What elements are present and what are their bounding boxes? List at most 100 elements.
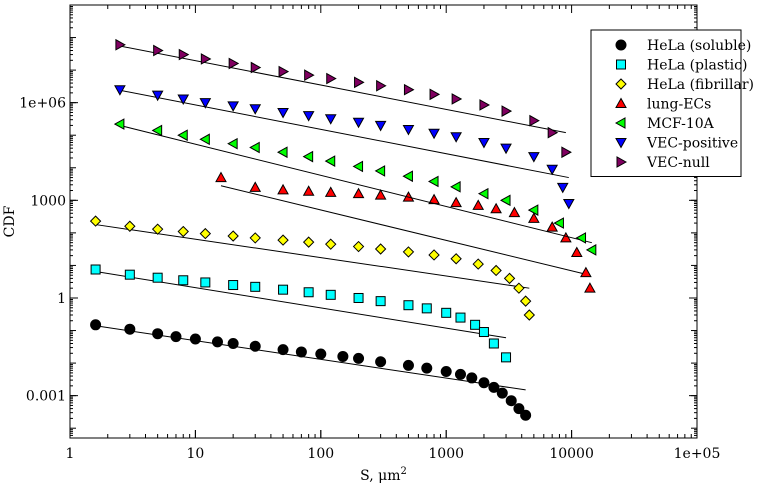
- data-point: [508, 206, 521, 218]
- data-point: [580, 266, 592, 278]
- data-point: [302, 236, 315, 248]
- data-point: [490, 264, 502, 277]
- series-hela-soluble: [90, 319, 532, 421]
- data-point: [228, 280, 239, 291]
- data-point: [277, 146, 288, 159]
- data-point: [376, 79, 387, 92]
- data-point: [450, 180, 461, 193]
- data-point: [153, 44, 164, 57]
- legend-entry: HeLa (plastic): [616, 58, 747, 74]
- legend-entry: MCF-10A: [614, 116, 715, 132]
- plot-frame: [69, 4, 698, 439]
- data-point: [249, 141, 260, 154]
- data-point: [421, 362, 433, 374]
- x-axis-label-exponent: 2: [401, 466, 407, 477]
- legend-label: HeLa (soluble): [647, 38, 751, 54]
- data-point: [575, 232, 587, 244]
- data-point: [249, 232, 261, 244]
- data-point: [478, 327, 489, 338]
- data-point: [324, 186, 337, 197]
- data-point: [200, 277, 211, 288]
- legend-entry: HeLa (soluble): [615, 38, 751, 54]
- data-point: [500, 194, 511, 207]
- data-point: [324, 155, 336, 167]
- data-point: [303, 287, 314, 298]
- data-point: [89, 215, 102, 227]
- legend-entry: lung-ECs: [615, 97, 711, 113]
- y-tick-label: 0.001: [26, 389, 66, 405]
- data-point: [496, 387, 508, 399]
- data-point: [170, 331, 182, 343]
- legend-entry: VEC-null: [616, 155, 710, 171]
- data-point: [501, 105, 513, 117]
- series-hela-fibrillar: [89, 215, 536, 321]
- legend-marker: [616, 59, 626, 70]
- data-point: [490, 202, 502, 214]
- fit-line: [119, 45, 566, 134]
- data-point: [277, 344, 289, 356]
- series-mcf-10a: [113, 118, 597, 256]
- legend-entry: HeLa (fibrillar): [615, 77, 754, 93]
- data-point: [227, 230, 239, 242]
- data-point: [546, 164, 559, 176]
- data-point: [527, 204, 539, 216]
- data-point: [450, 196, 462, 208]
- data-point: [374, 189, 387, 200]
- legend-label: VEC-positive: [646, 136, 738, 152]
- data-point: [277, 183, 289, 195]
- data-point: [488, 381, 500, 393]
- fit-line: [119, 89, 569, 179]
- data-point: [178, 48, 190, 61]
- data-point: [352, 160, 364, 173]
- legend-entry: VEC-positive: [615, 136, 738, 152]
- data-point: [470, 319, 481, 330]
- fit-line: [95, 325, 526, 391]
- x-tick-label: 10: [186, 446, 204, 462]
- data-point: [114, 85, 126, 96]
- data-point: [304, 69, 315, 82]
- data-point: [402, 124, 415, 136]
- data-point: [451, 93, 463, 105]
- data-point: [375, 296, 386, 307]
- data-point: [374, 243, 387, 255]
- data-point: [546, 221, 559, 232]
- data-point: [124, 220, 136, 232]
- data-point: [547, 126, 559, 139]
- data-point: [500, 143, 512, 155]
- data-point: [428, 128, 440, 140]
- legend-marker: [615, 138, 627, 149]
- data-point: [477, 187, 489, 200]
- legend-box: [590, 29, 742, 177]
- data-point: [151, 223, 164, 235]
- legend-marker: [615, 97, 627, 108]
- x-axis-ticks: 1 10 100 1000 10000 1e+05: [66, 5, 720, 462]
- legend-label: HeLa (plastic): [647, 58, 747, 74]
- data-point: [227, 137, 238, 150]
- data-point: [402, 170, 413, 183]
- data-point: [501, 352, 512, 363]
- data-point: [454, 368, 466, 380]
- data-point: [429, 88, 441, 101]
- data-point: [374, 120, 387, 132]
- data-point: [561, 146, 572, 159]
- data-point: [302, 150, 314, 163]
- legend-marker: [615, 78, 627, 90]
- fit-line: [95, 224, 530, 289]
- data-point: [478, 377, 490, 389]
- data-point: [523, 309, 536, 321]
- data-point: [402, 359, 414, 371]
- x-tick-label: 1: [66, 446, 75, 462]
- data-point: [325, 289, 336, 300]
- data-point: [249, 104, 262, 115]
- data-point: [353, 292, 364, 303]
- data-point: [403, 300, 414, 311]
- data-point: [403, 83, 415, 96]
- data-point: [337, 350, 349, 362]
- x-tick-label: 100: [307, 446, 334, 462]
- fit-line: [119, 124, 592, 244]
- data-point: [215, 171, 227, 183]
- data-point: [584, 282, 596, 293]
- series-hela-plastic: [90, 264, 512, 363]
- data-point: [211, 336, 223, 348]
